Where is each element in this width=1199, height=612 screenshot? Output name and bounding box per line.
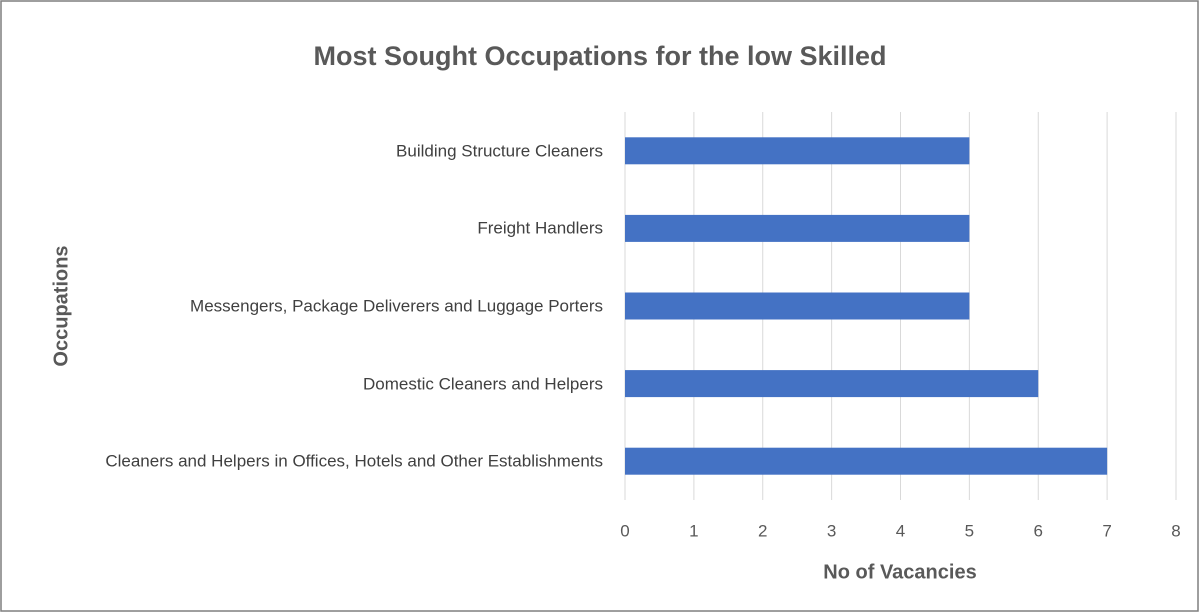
x-tick-label: 8 — [1171, 521, 1180, 540]
x-tick-label: 1 — [689, 521, 698, 540]
x-tick-label: 5 — [965, 521, 974, 540]
bar — [625, 370, 1039, 398]
y-tick-label: Cleaners and Helpers in Offices, Hotels … — [105, 451, 603, 471]
y-tick-label-box: Messengers, Package Deliverers and Lugga… — [190, 294, 603, 319]
x-tick-label: 0 — [620, 521, 629, 540]
x-tick-label: 6 — [1034, 521, 1043, 540]
x-tick-label: 3 — [827, 521, 836, 540]
y-tick-label-box: Building Structure Cleaners — [396, 138, 603, 163]
y-axis-title: Occupations — [50, 245, 72, 366]
chart-title: Most Sought Occupations for the low Skil… — [313, 41, 886, 71]
x-tick-label: 2 — [758, 521, 767, 540]
bar — [625, 292, 970, 320]
y-tick-label-box: Domestic Cleaners and Helpers — [363, 371, 603, 396]
y-tick-label: Building Structure Cleaners — [396, 141, 603, 161]
y-tick-label: Domestic Cleaners and Helpers — [363, 374, 603, 394]
bar — [625, 447, 1108, 475]
x-tick-label: 4 — [896, 521, 905, 540]
bar — [625, 137, 970, 165]
x-axis-title: No of Vacancies — [823, 561, 976, 583]
y-tick-label: Freight Handlers — [477, 218, 603, 238]
bar — [625, 214, 970, 242]
x-tick-label: 7 — [1102, 521, 1111, 540]
y-tick-label: Messengers, Package Deliverers and Lugga… — [190, 296, 603, 316]
y-tick-label-box: Freight Handlers — [477, 216, 603, 241]
y-tick-label-box: Cleaners and Helpers in Offices, Hotels … — [105, 449, 603, 474]
